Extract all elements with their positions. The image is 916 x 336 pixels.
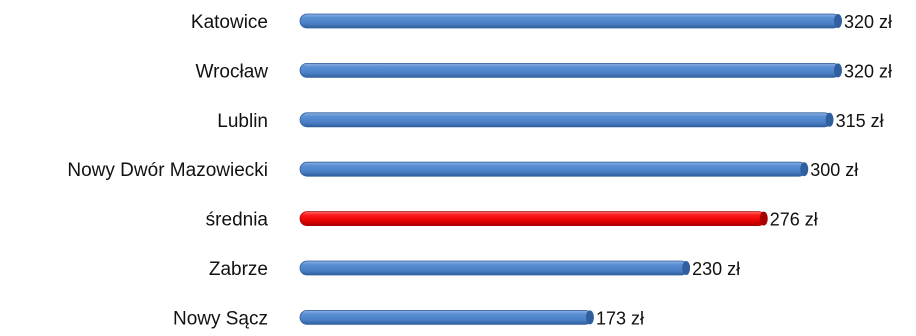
bar-end-cap — [834, 14, 842, 28]
value-label: 320 zł — [844, 61, 892, 81]
value-label: 230 zł — [692, 259, 740, 279]
category-label: średnia — [206, 210, 269, 231]
bar-end-cap — [834, 63, 842, 78]
value-label: 320 zł — [844, 12, 892, 32]
value-label: 300 zł — [810, 160, 858, 180]
category-label: Nowy Sącz — [173, 308, 268, 329]
bar — [299, 112, 832, 128]
bar-end-cap — [825, 112, 834, 127]
bar-average — [299, 211, 767, 227]
bars-group: Katowice 320 zł Wrocław 320 zł Lublin 315 zł N… — [67, 12, 892, 329]
bar — [299, 161, 807, 177]
bar — [299, 309, 593, 325]
value-label: 173 zł — [596, 308, 644, 328]
bar — [299, 63, 841, 78]
category-label: Katowice — [191, 12, 268, 33]
value-label: 276 zł — [770, 210, 818, 230]
value-label: 315 zł — [836, 111, 884, 131]
category-label: Lublin — [217, 111, 268, 132]
category-label: Wrocław — [196, 61, 269, 82]
category-label: Zabrze — [209, 259, 268, 280]
category-label: Nowy Dwór Mazowiecki — [67, 160, 268, 181]
bar-end-cap — [759, 211, 768, 226]
bar-end-cap — [682, 261, 691, 275]
bar-end-cap — [800, 162, 809, 177]
bar-end-cap — [585, 310, 594, 325]
bar — [299, 13, 841, 29]
bar — [299, 260, 689, 276]
